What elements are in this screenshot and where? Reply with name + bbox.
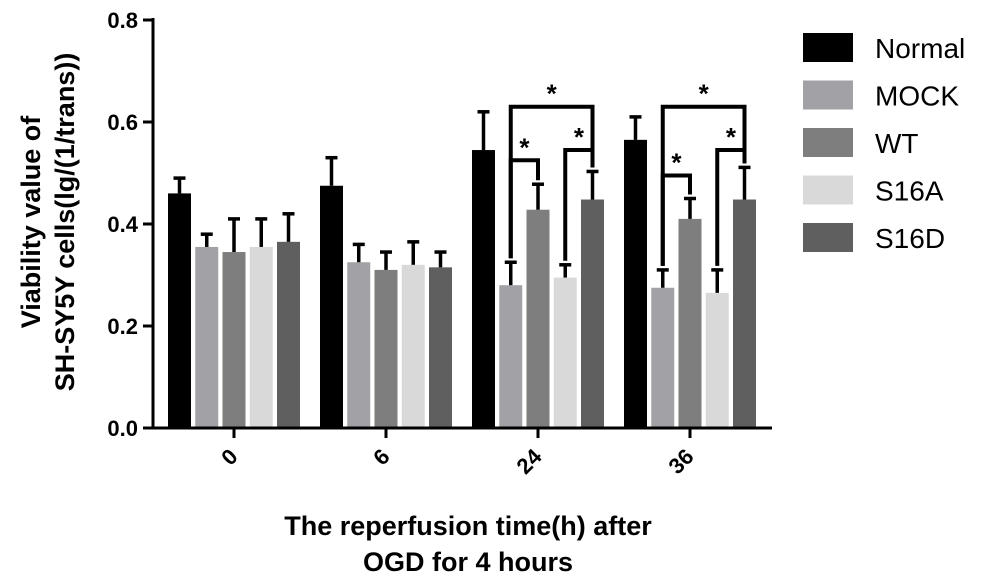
bar-normal-36 [624,139,647,428]
bar-wt-6 [374,269,398,428]
bar-s16a-0 [249,246,273,428]
bar-mock-6 [347,262,371,428]
y-tick-label-0.8: 0.8 [107,8,138,33]
legend-swatch-s16a [803,175,853,205]
x-tick-label-6: 6 [368,444,394,470]
x-tick-label-0: 0 [216,444,242,470]
bar-s16a-36 [705,292,729,428]
bar-wt-0 [222,252,246,428]
significance-star-36-4: * [671,148,682,178]
legend-label-mock: MOCK [875,81,959,112]
x-axis-title-line-2: OGD for 4 hours [363,547,573,577]
bar-mock-36 [651,287,675,428]
legend-label-wt: WT [875,128,919,159]
y-axis-title-line-1: Viability value of [16,115,46,329]
x-axis-title-line-1: The reperfusion time(h) after [284,511,652,541]
y-tick-label-0.0: 0.0 [107,416,138,441]
bar-s16d-24 [581,199,604,428]
y-tick-label-0.2: 0.2 [107,314,138,339]
significance-star-24-2: * [574,122,585,152]
legend-swatch-mock [803,80,853,110]
significance-star-24-1: * [519,132,530,162]
bar-normal-0 [168,193,191,428]
x-tick-label-36: 36 [664,444,699,479]
y-tick-label-0.6: 0.6 [107,110,138,135]
bar-s16a-6 [401,264,425,428]
legend-label-s16a: S16A [875,176,944,207]
x-tick-label-24: 24 [512,443,548,479]
bar-wt-36 [678,218,702,428]
bar-wt-24 [526,209,550,428]
x-axis-title: The reperfusion time(h) after OGD for 4 h… [284,511,652,577]
legend: Normal MOCK WT S16A S16D [803,33,965,254]
y-axis-title-line-2: SH-SY5Y cells(lg/(1/trans)) [50,53,80,392]
significance-bracket-24-2 [563,148,595,261]
bar-s16d-36 [733,199,756,428]
axes: 0.0 0.2 0.4 0.6 0.8 0 6 24 36 [107,8,772,479]
bar-mock-0 [195,246,219,428]
bar-mock-24 [499,285,523,428]
bar-normal-24 [472,150,495,429]
significance-star-24-0: * [547,79,558,109]
y-tick-label-0.4: 0.4 [107,212,138,237]
bar-normal-6 [320,185,343,428]
legend-label-normal: Normal [875,33,965,64]
y-axis-title: Viability value of SH-SY5Y cells(lg/(1/tr… [16,53,80,392]
significance-bracket-24-1 [508,158,540,259]
bars [168,139,756,429]
significance-star-36-5: * [726,122,737,152]
significance-brackets: * * * * * * [508,79,747,266]
significance-star-36-3: * [699,79,710,109]
bar-s16d-6 [429,267,452,428]
legend-swatch-normal [803,33,853,62]
error-bars [173,110,751,293]
legend-swatch-s16d [803,223,853,252]
legend-swatch-wt [803,128,853,157]
significance-bracket-36-5 [715,148,747,266]
bar-s16a-24 [553,277,577,428]
legend-label-s16d: S16D [875,223,945,254]
bar-s16d-0 [277,241,300,428]
significance-bracket-36-4 [660,173,692,266]
